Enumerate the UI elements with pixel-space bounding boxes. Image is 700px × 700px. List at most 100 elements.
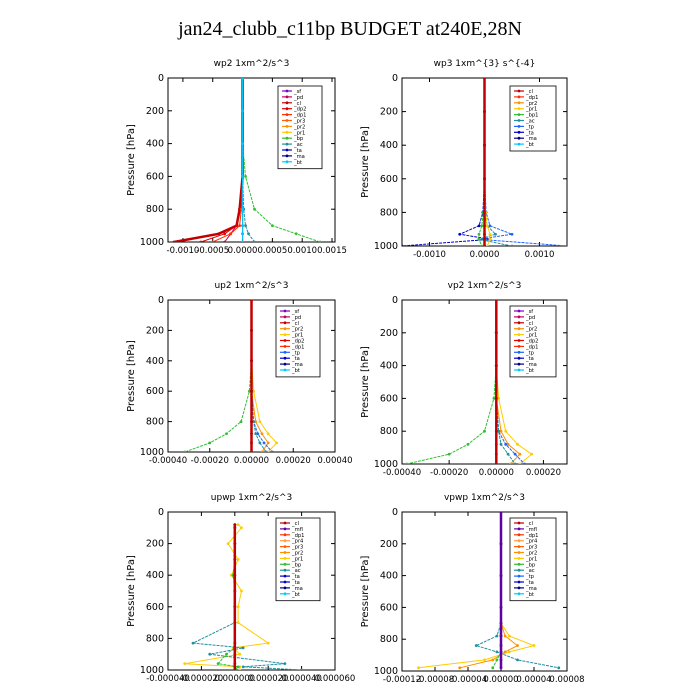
series-point-bt — [241, 232, 244, 236]
series-group — [402, 78, 567, 246]
series-line-ac — [251, 300, 267, 452]
series-point-ac — [495, 634, 499, 638]
panel-title: wp2 1xm^2/s^3 — [214, 59, 290, 69]
legend-entry: _bt — [525, 368, 534, 374]
series-point-bt — [241, 207, 244, 211]
legend-entry: _pr1 — [291, 333, 303, 339]
legend-marker — [517, 562, 521, 566]
series-point-ac — [264, 450, 268, 452]
legend-entry: _pr2 — [291, 327, 303, 333]
series-point-cl — [494, 452, 498, 456]
x-tick-label: 0.0005 — [258, 246, 288, 256]
series-point-ta — [458, 232, 462, 236]
legend-entry: _pd — [525, 315, 535, 321]
series-point-bp — [183, 450, 187, 452]
series-point-cl — [233, 665, 237, 669]
series-point-cl — [483, 143, 486, 147]
x-tick-label: 0.0000 — [470, 250, 500, 260]
y-tick-label: 200 — [380, 328, 398, 339]
series-point-ac — [208, 652, 212, 656]
series-point-cl — [233, 573, 237, 577]
legend: _cl_mfl_dp1_pr4_pr3_pr2_pr1_bp_ac_ta_ta_… — [275, 517, 321, 602]
legend-entry: _bp — [291, 562, 302, 568]
series-point-cl — [172, 240, 176, 242]
legend-entry: _pr3 — [291, 545, 303, 551]
series-point-pr2 — [509, 462, 512, 464]
x-tick-label: -0.000020 — [180, 674, 224, 684]
series-point-pr1 — [488, 237, 492, 241]
series-point-bp — [244, 175, 247, 178]
y-tick-label: 0 — [158, 507, 164, 518]
series-line-ac — [474, 512, 559, 669]
legend-marker — [517, 309, 521, 313]
series-point-pr1 — [238, 668, 242, 670]
series-point-pr1 — [266, 450, 270, 452]
legend-entry: _ac — [525, 568, 535, 574]
legend-entry: _pr1 — [293, 130, 305, 136]
legend-marker — [517, 356, 521, 360]
x-tick-label: -0.00012 — [383, 675, 421, 685]
legend-marker — [517, 545, 521, 548]
panel-title: upwp 1xm^2/s^3 — [211, 493, 292, 503]
legend-marker — [517, 527, 521, 531]
series-point-tp — [270, 450, 274, 452]
legend-marker — [517, 580, 521, 584]
series-line-bp — [184, 300, 252, 452]
legend-marker — [283, 592, 287, 596]
legend-entry: _cl — [525, 521, 533, 527]
legend-marker — [517, 362, 521, 366]
legend-entry: _mfl — [291, 527, 303, 533]
series-point-ac — [506, 452, 510, 456]
legend-box — [509, 517, 557, 602]
legend-entry: _dp2 — [293, 107, 306, 113]
series-point-pr1 — [236, 558, 240, 561]
legend-marker — [283, 321, 287, 325]
y-tick-label: 600 — [146, 386, 164, 397]
series-point-pr1 — [497, 397, 501, 400]
legend-marker — [517, 125, 521, 128]
legend-entry: _ta — [525, 580, 534, 586]
x-tick-label: -0.00040 — [383, 468, 421, 478]
legend-entry: _dp2 — [525, 339, 538, 345]
series-point-bp — [270, 224, 274, 228]
legend-entry: _cl — [525, 321, 533, 327]
series-point-ac — [516, 658, 519, 662]
series-point-pr2 — [518, 452, 522, 456]
chart-panel-5: upwp 1xm^2/s^3 0 200 400 600 800 1000-0.000040… — [126, 493, 355, 684]
legend-entry: _pr1 — [525, 556, 537, 562]
series-point-ac — [253, 240, 256, 242]
series-point-pr1 — [532, 644, 536, 647]
series-point-cl — [483, 110, 486, 113]
series-point-ac — [557, 666, 561, 670]
series-point-pr1 — [266, 641, 270, 645]
y-tick-label: 0 — [158, 295, 164, 306]
legend-entry: _ta — [291, 580, 300, 586]
series-point-pr1 — [226, 542, 230, 545]
series-point-pr1 — [236, 621, 240, 624]
legend-entry: _pr2 — [525, 327, 537, 333]
series-point-dp1 — [211, 240, 215, 242]
legend-entry: _mfl — [525, 527, 537, 533]
y-tick-label: 400 — [380, 140, 398, 151]
series-point-pr1 — [530, 452, 534, 456]
series-line-pr2 — [251, 300, 269, 452]
legend-marker — [517, 557, 521, 560]
series-point-pd — [223, 240, 227, 242]
series-point-pr1 — [238, 652, 242, 656]
series-group — [172, 78, 322, 242]
series-point-bp — [225, 432, 228, 436]
legend-entry: _bt — [291, 592, 300, 598]
legend-entry: _bp — [293, 136, 304, 142]
series-point-cl — [250, 389, 253, 393]
series-point-pr1 — [516, 442, 519, 446]
series-point-dp2 — [223, 232, 227, 236]
legend-entry: _dp2 — [291, 339, 304, 345]
series-point-pr2 — [266, 441, 270, 445]
series-point-ac — [497, 429, 501, 433]
legend-entry: _pr2 — [291, 551, 303, 557]
y-tick-label: 800 — [380, 426, 398, 437]
series-point-bp — [248, 389, 251, 393]
legend-entry: _ma — [525, 136, 537, 142]
series-point-mfl — [499, 644, 503, 647]
x-tick-label: 0.00040 — [317, 456, 352, 466]
